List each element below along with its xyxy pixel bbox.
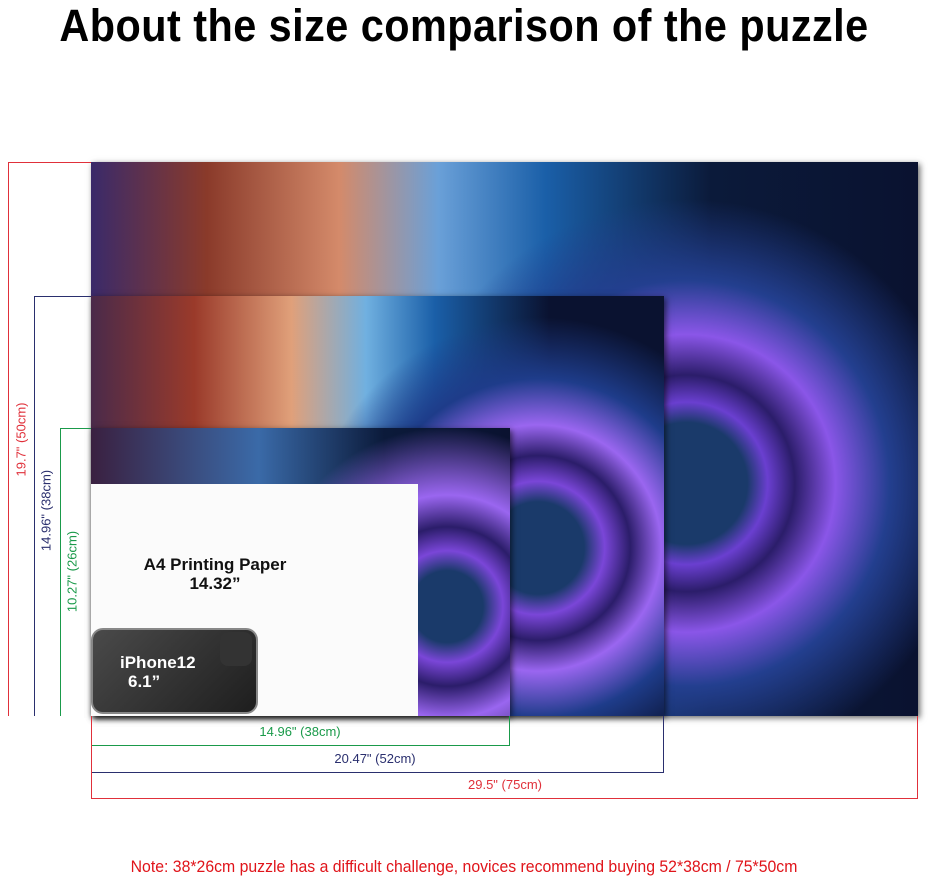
iphone-label-text: iPhone12 (120, 653, 196, 672)
height-label-large: 19.7" (50cm) (13, 402, 29, 477)
a4-size: 14.32” (189, 574, 241, 593)
width-label-medium: 20.47" (52cm) (334, 751, 416, 766)
iphone-label: iPhone12 6.1” (120, 653, 210, 691)
height-bracket-small (60, 428, 91, 716)
width-bracket-large (91, 716, 918, 799)
camera-icon (220, 632, 252, 666)
height-bracket-medium (34, 296, 91, 716)
a4-label-text: A4 Printing Paper (143, 555, 287, 574)
height-label-small: 10.27" (26cm) (64, 530, 80, 613)
height-bracket-large (8, 162, 91, 716)
a4-label: A4 Printing Paper 14.32” (120, 555, 310, 593)
height-label-medium: 14.96" (38cm) (38, 469, 54, 552)
page-title: About the size comparison of the puzzle (59, 0, 869, 51)
width-label-small: 14.96" (38cm) (259, 724, 341, 739)
note-text: Note: 38*26cm puzzle has a difficult cha… (130, 857, 798, 876)
iphone-size: 6.1” (128, 672, 161, 691)
width-label-large: 29.5" (75cm) (468, 777, 542, 792)
